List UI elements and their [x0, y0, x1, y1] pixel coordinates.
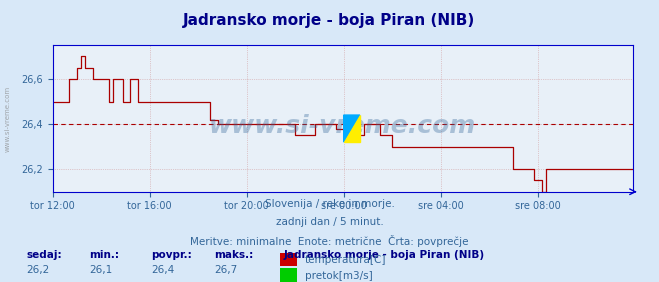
Text: -nan: -nan [89, 280, 112, 282]
Text: -nan: -nan [26, 280, 49, 282]
Text: povpr.:: povpr.: [152, 250, 192, 259]
Text: 26,4: 26,4 [152, 265, 175, 275]
Text: Slovenija / reke in morje.: Slovenija / reke in morje. [264, 199, 395, 209]
Text: Meritve: minimalne  Enote: metrične  Črta: povprečje: Meritve: minimalne Enote: metrične Črta:… [190, 235, 469, 248]
Text: www.si-vreme.com: www.si-vreme.com [5, 85, 11, 151]
Text: 26,1: 26,1 [89, 265, 112, 275]
Text: sedaj:: sedaj: [26, 250, 62, 259]
Text: maks.:: maks.: [214, 250, 254, 259]
Text: -nan: -nan [214, 280, 237, 282]
Text: zadnji dan / 5 minut.: zadnji dan / 5 minut. [275, 217, 384, 227]
Text: 26,2: 26,2 [26, 265, 49, 275]
Text: www.si-vreme.com: www.si-vreme.com [209, 114, 476, 138]
Text: Jadransko morje - boja Piran (NIB): Jadransko morje - boja Piran (NIB) [183, 13, 476, 28]
Polygon shape [344, 115, 360, 142]
Text: temperatura[C]: temperatura[C] [305, 255, 387, 265]
Text: Jadransko morje - boja Piran (NIB): Jadransko morje - boja Piran (NIB) [283, 250, 484, 259]
Text: -nan: -nan [152, 280, 175, 282]
Text: pretok[m3/s]: pretok[m3/s] [305, 270, 373, 281]
Text: min.:: min.: [89, 250, 119, 259]
Polygon shape [344, 115, 360, 142]
Text: 26,7: 26,7 [214, 265, 237, 275]
